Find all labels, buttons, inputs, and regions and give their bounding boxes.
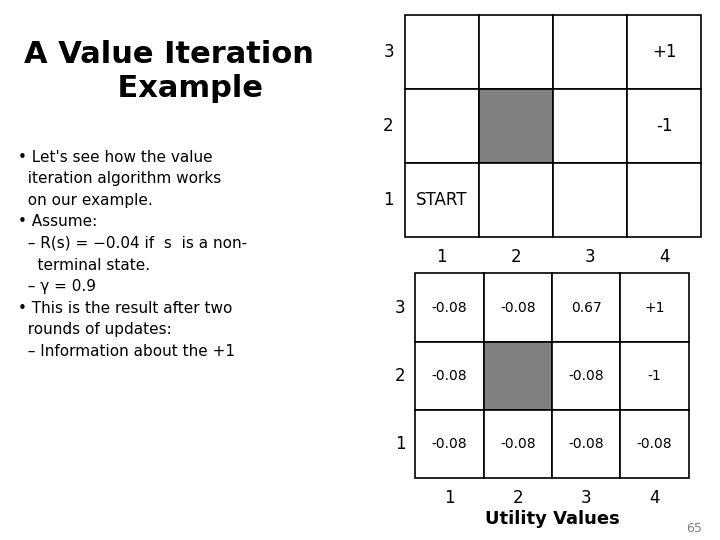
Text: 3: 3 (395, 299, 405, 316)
Text: -1: -1 (656, 117, 672, 134)
Text: -0.08: -0.08 (636, 437, 672, 451)
Text: 1: 1 (395, 435, 405, 453)
Text: 0.67: 0.67 (571, 301, 601, 315)
Bar (479, 163, 553, 237)
Text: 3: 3 (383, 43, 394, 60)
Text: 1: 1 (436, 248, 447, 266)
Bar (415, 273, 484, 342)
Text: 65: 65 (686, 522, 702, 535)
Text: -0.08: -0.08 (431, 369, 467, 383)
Text: 2: 2 (513, 489, 523, 507)
Bar (484, 342, 552, 410)
Bar (553, 163, 627, 237)
Text: 2: 2 (510, 248, 521, 266)
Bar (484, 273, 552, 342)
Bar (405, 163, 479, 237)
Bar (405, 15, 479, 89)
Bar (621, 273, 688, 342)
Bar (553, 15, 627, 89)
Text: 1: 1 (383, 191, 394, 208)
Text: -0.08: -0.08 (431, 437, 467, 451)
Bar (621, 342, 688, 410)
Bar (479, 15, 553, 89)
Bar (552, 273, 621, 342)
Text: 3: 3 (581, 489, 591, 507)
Text: +1: +1 (652, 43, 676, 60)
Bar (553, 89, 627, 163)
Text: • Let's see how the value
  iteration algorithm works
  on our example.
• Assume: • Let's see how the value iteration algo… (18, 150, 247, 359)
Text: -0.08: -0.08 (568, 369, 604, 383)
Bar (479, 89, 553, 163)
Text: -1: -1 (647, 369, 662, 383)
Text: A Value Iteration
    Example: A Value Iteration Example (24, 40, 314, 103)
Bar (627, 89, 701, 163)
Text: 2: 2 (395, 367, 405, 385)
Bar (627, 163, 701, 237)
Text: +1: +1 (644, 301, 665, 315)
Text: Utility Values: Utility Values (485, 510, 619, 529)
Text: 1: 1 (444, 489, 455, 507)
Bar (621, 410, 688, 478)
Text: 3: 3 (585, 248, 595, 266)
Bar (415, 410, 484, 478)
Bar (415, 342, 484, 410)
Text: -0.08: -0.08 (500, 301, 536, 315)
Text: START: START (416, 191, 467, 208)
Text: 4: 4 (649, 489, 660, 507)
Bar (484, 410, 552, 478)
Bar (627, 15, 701, 89)
Text: -0.08: -0.08 (568, 437, 604, 451)
Text: 4: 4 (659, 248, 670, 266)
Bar (552, 410, 621, 478)
Text: -0.08: -0.08 (431, 301, 467, 315)
Text: -0.08: -0.08 (500, 437, 536, 451)
Bar (552, 342, 621, 410)
Bar (405, 89, 479, 163)
Text: 2: 2 (383, 117, 394, 134)
